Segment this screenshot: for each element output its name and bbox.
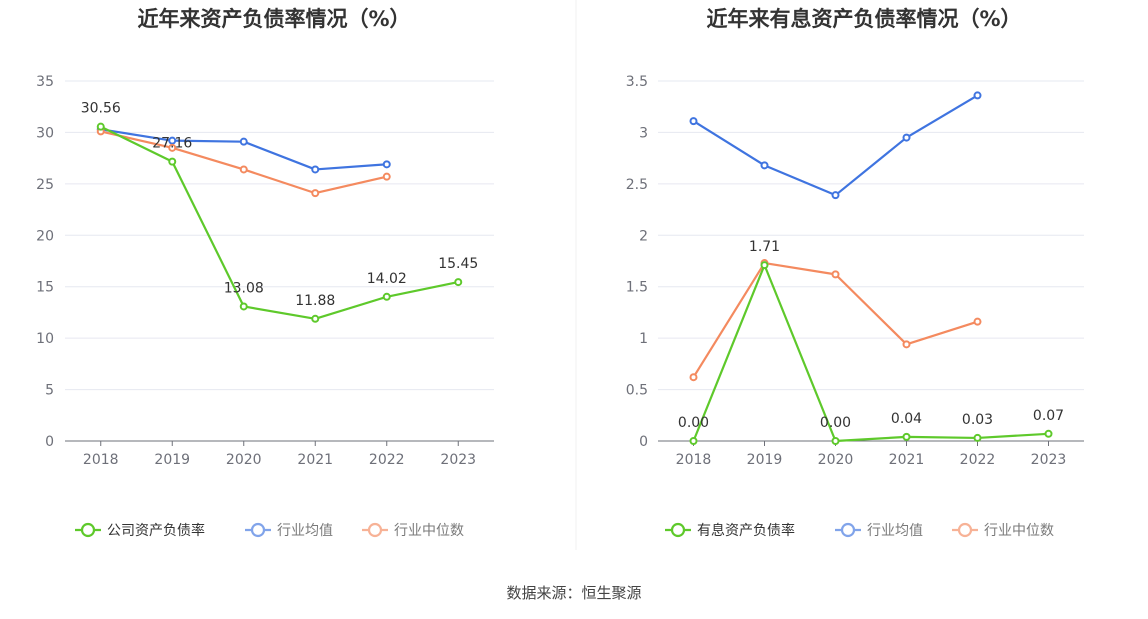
y-tick-label: 10 xyxy=(36,331,54,347)
data-point[interactable] xyxy=(831,270,840,279)
source-note: 数据来源：恒生聚源 xyxy=(506,584,641,602)
legend-marker xyxy=(250,522,266,538)
legend-marker xyxy=(80,522,96,538)
legend-item[interactable]: 公司资产负债率 xyxy=(75,522,205,539)
legend-label: 行业均值 xyxy=(867,523,923,539)
series-line xyxy=(692,261,978,378)
legend-label: 有息资产负债率 xyxy=(697,522,795,539)
x-tick-label: 2018 xyxy=(676,452,712,468)
data-point[interactable] xyxy=(902,133,911,142)
data-label: 0.00 xyxy=(820,415,851,431)
data-label: 0.03 xyxy=(962,412,993,428)
x-tick-label: 2021 xyxy=(297,452,333,468)
x-tick-label: 2020 xyxy=(226,452,262,468)
y-tick-label: 30 xyxy=(36,125,54,141)
data-point[interactable] xyxy=(689,437,698,445)
data-label: 0.07 xyxy=(1033,408,1064,424)
data-label: 0.04 xyxy=(891,411,922,427)
chart-debt-ratio: 近年来资产负债率情况（%） 0 5 10 15 20 25 30 35 2018 2019 2020 2… xyxy=(36,7,494,539)
y-tick-label: 3 xyxy=(639,125,648,141)
legend-label: 公司资产负债率 xyxy=(107,522,205,539)
data-label: 11.88 xyxy=(295,293,335,309)
x-tick-label: 2021 xyxy=(889,452,925,468)
y-tick-label: 1.5 xyxy=(626,280,648,296)
data-point[interactable] xyxy=(760,161,769,170)
chart-title: 近年来有息资产负债率情况（%） xyxy=(706,7,1021,31)
x-tick-label: 2023 xyxy=(440,452,476,468)
y-tick-label: 2.5 xyxy=(626,177,648,193)
data-point[interactable] xyxy=(973,91,982,100)
y-tick-label: 2 xyxy=(639,228,648,244)
x-tick-label: 2022 xyxy=(369,452,405,468)
data-point[interactable] xyxy=(454,278,463,287)
y-tick-label: 25 xyxy=(36,177,54,193)
data-label: 27.16 xyxy=(152,136,192,152)
legend-item[interactable]: 行业均值 xyxy=(245,522,333,539)
legend-item[interactable]: 行业中位数 xyxy=(952,522,1054,539)
data-point[interactable] xyxy=(689,117,698,126)
data-point[interactable] xyxy=(902,340,911,349)
data-point[interactable] xyxy=(168,157,177,166)
data-label: 0.00 xyxy=(678,415,709,431)
data-point[interactable] xyxy=(1044,429,1053,438)
y-tick-label: 15 xyxy=(36,280,54,296)
data-point[interactable] xyxy=(239,165,248,174)
legend-label: 行业中位数 xyxy=(394,523,464,539)
data-point[interactable] xyxy=(311,189,320,198)
data-point[interactable] xyxy=(239,302,248,311)
data-point[interactable] xyxy=(973,317,982,326)
data-point[interactable] xyxy=(96,122,105,131)
x-tick-label: 2022 xyxy=(960,452,996,468)
legend-item[interactable]: 行业均值 xyxy=(835,522,923,539)
series-line xyxy=(100,125,459,320)
data-label: 15.45 xyxy=(438,256,478,272)
y-tick-label: 0 xyxy=(639,434,648,450)
y-tick-label: 5 xyxy=(45,383,54,399)
x-tick-label: 2019 xyxy=(154,452,190,468)
data-point[interactable] xyxy=(689,373,698,382)
data-point[interactable] xyxy=(311,165,320,174)
data-label: 1.71 xyxy=(749,239,780,255)
legend-label: 行业均值 xyxy=(277,523,333,539)
data-label: 14.02 xyxy=(367,271,407,287)
data-point[interactable] xyxy=(831,191,840,200)
data-point[interactable] xyxy=(382,292,391,301)
data-label: 13.08 xyxy=(224,280,264,296)
y-tick-label: 0 xyxy=(45,434,54,450)
series-line xyxy=(692,94,979,197)
data-point[interactable] xyxy=(168,136,177,145)
series-line xyxy=(692,264,1049,443)
data-point[interactable] xyxy=(239,137,248,146)
data-point[interactable] xyxy=(760,261,769,270)
y-tick-label: 0.5 xyxy=(626,383,648,399)
y-tick-label: 3.5 xyxy=(626,74,648,90)
y-tick-label: 20 xyxy=(36,228,54,244)
chart-interest-bearing-debt-ratio: 近年来有息资产负债率情况（%） 0 0.5 1 1.5 2 2.5 3 3.5 2018 2019 2… xyxy=(626,7,1084,539)
x-tick-label: 2018 xyxy=(83,452,119,468)
x-tick-label: 2019 xyxy=(747,452,783,468)
data-point[interactable] xyxy=(973,433,982,442)
legend-marker xyxy=(367,522,383,538)
legend-marker xyxy=(670,522,686,538)
data-point[interactable] xyxy=(168,143,177,152)
legend-label: 行业中位数 xyxy=(984,523,1054,539)
data-point[interactable] xyxy=(311,314,320,323)
data-label: 30.56 xyxy=(81,101,121,117)
data-point[interactable] xyxy=(382,160,391,169)
data-point[interactable] xyxy=(831,437,840,445)
legend-item[interactable]: 行业中位数 xyxy=(362,522,464,539)
series-line xyxy=(100,128,387,171)
data-point[interactable] xyxy=(902,432,911,441)
legend-marker xyxy=(840,522,856,538)
legend-marker xyxy=(957,522,973,538)
x-tick-label: 2023 xyxy=(1031,452,1067,468)
y-tick-label: 35 xyxy=(36,74,54,90)
y-tick-label: 1 xyxy=(639,331,648,347)
legend-item[interactable]: 有息资产负债率 xyxy=(665,522,795,539)
data-point[interactable] xyxy=(382,172,391,181)
chart-title: 近年来资产负债率情况（%） xyxy=(137,7,410,31)
x-tick-label: 2020 xyxy=(818,452,854,468)
